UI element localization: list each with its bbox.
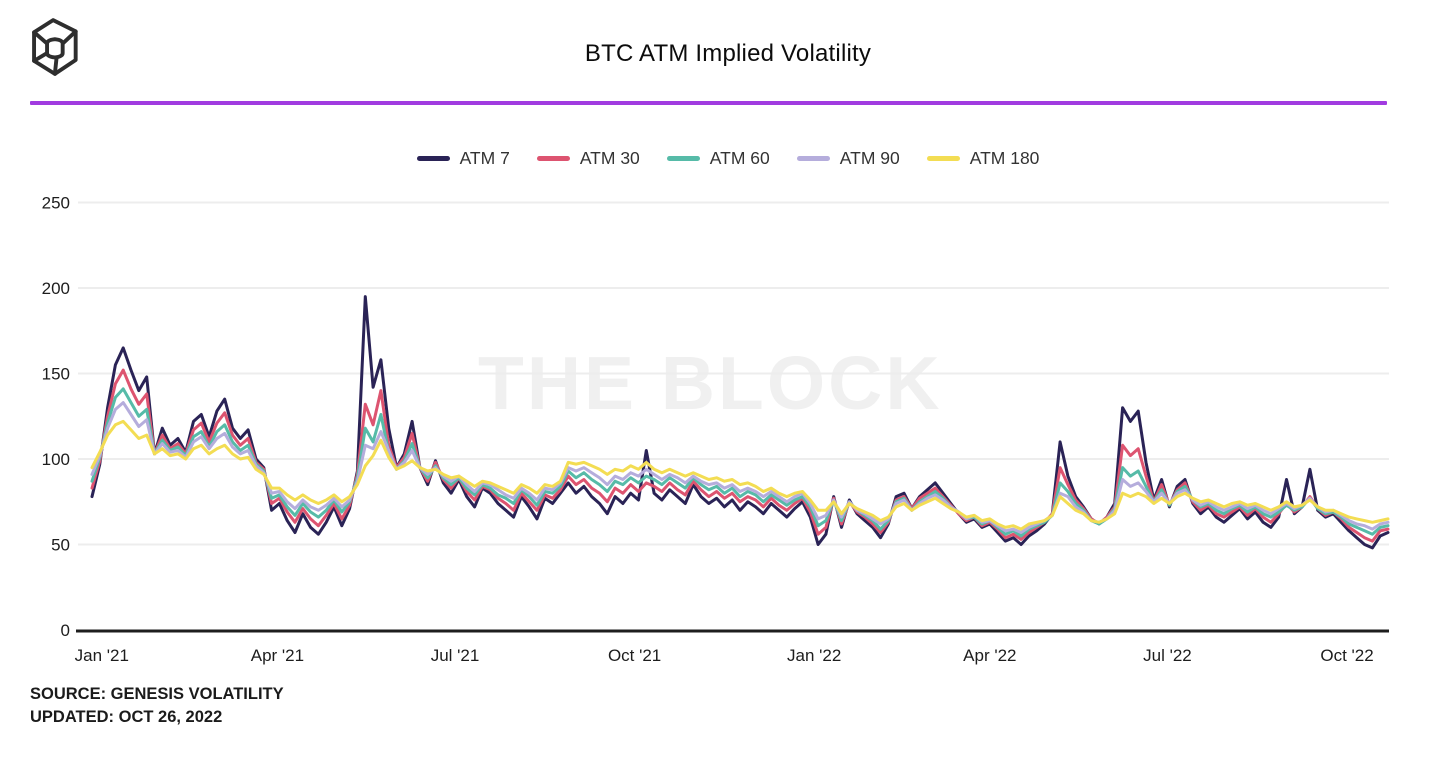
legend-label-atm-180: ATM 180	[969, 147, 1040, 168]
legend-item-atm-7[interactable]: ATM 7	[416, 147, 510, 169]
x-axis-tick-label-Apr--21: Apr '21	[251, 646, 304, 665]
series-line-atm-180[interactable]	[90, 419, 1390, 531]
legend-swatch-atm-90	[796, 155, 830, 161]
legend-item-atm-30[interactable]: ATM 30	[536, 147, 640, 169]
x-axis-tick-label-Jan--22: Jan '22	[787, 646, 841, 665]
the-block-logo-icon	[32, 18, 78, 76]
chart-legend: ATM 7 ATM 30 ATM 60 ATM 90 ATM 180	[0, 146, 1456, 170]
x-axis-tick-label-Apr--22: Apr '22	[963, 646, 1016, 665]
legend-label-atm-60: ATM 60	[709, 147, 770, 168]
series-line-atm-60[interactable]	[90, 387, 1390, 538]
legend-item-atm-90[interactable]: ATM 90	[796, 147, 900, 169]
legend-swatch-atm-30	[536, 155, 570, 161]
legend-item-atm-60[interactable]: ATM 60	[666, 147, 770, 169]
y-axis-tick-label-100: 100	[42, 450, 70, 469]
page-title: BTC ATM Implied Volatility	[584, 40, 872, 67]
x-axis-tick-label-Oct--21: Oct '21	[608, 646, 661, 665]
y-axis-tick-label-50: 50	[51, 536, 70, 555]
header-accent-divider	[30, 101, 1387, 105]
source-text: SOURCE: GENESIS VOLATILITY	[30, 685, 284, 703]
legend-swatch-atm-180	[926, 155, 960, 161]
y-axis-tick-label-200: 200	[42, 279, 70, 298]
legend-label-atm-30: ATM 30	[579, 147, 640, 168]
legend-label-atm-7: ATM 7	[459, 147, 510, 168]
x-axis-tick-label-Jan--21: Jan '21	[75, 646, 129, 665]
legend-item-atm-180[interactable]: ATM 180	[926, 147, 1040, 169]
legend-label-atm-90: ATM 90	[839, 147, 900, 168]
y-axis-tick-label-250: 250	[42, 194, 70, 213]
x-axis-tick-label-Oct--22: Oct '22	[1320, 646, 1373, 665]
legend-swatch-atm-7	[416, 155, 450, 161]
legend-swatch-atm-60	[666, 155, 700, 161]
x-axis-tick-label-Jul--21: Jul '21	[431, 646, 480, 665]
x-axis-tick-label-Jul--22: Jul '22	[1143, 646, 1192, 665]
y-axis-tick-label-0: 0	[61, 621, 70, 640]
updated-text: UPDATED: OCT 26, 2022	[30, 707, 223, 726]
chart-footer: SOURCE: GENESIS VOLATILITY UPDATED: OCT …	[30, 683, 284, 729]
y-axis-tick-label-150: 150	[42, 365, 70, 384]
watermark-text: THE BLOCK	[478, 341, 943, 425]
